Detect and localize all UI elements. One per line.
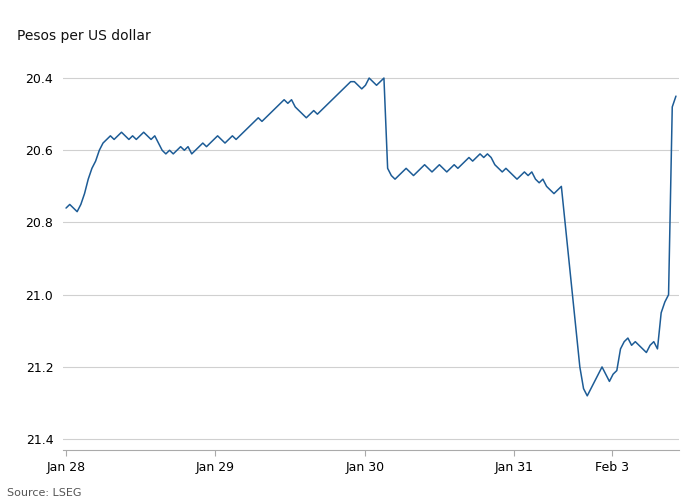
Text: Source: LSEG: Source: LSEG <box>7 488 81 498</box>
Text: Pesos per US dollar: Pesos per US dollar <box>17 29 150 43</box>
